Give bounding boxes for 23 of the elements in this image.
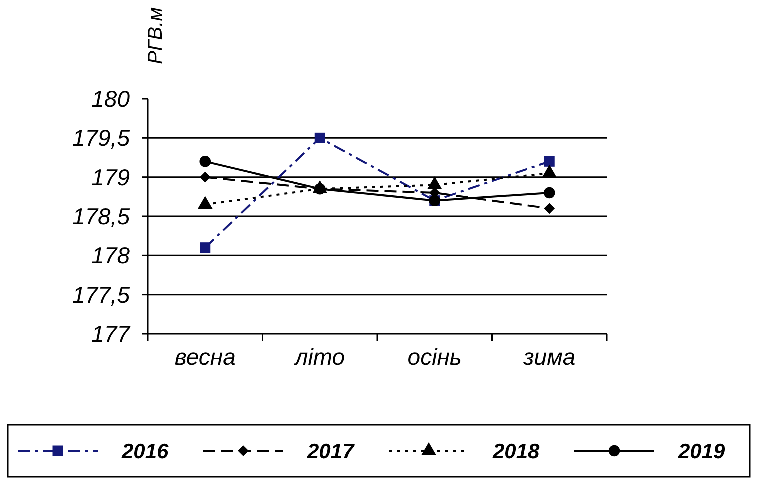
x-tick-label: весна [174,344,236,370]
legend-label: 2017 [306,440,356,464]
legend-label: 2016 [121,440,170,464]
point [200,156,212,168]
point [544,203,556,214]
point [200,242,211,254]
x-tick-label: осінь [408,344,462,370]
y-tick-label: 179,5 [72,125,130,152]
legend-label: 2018 [492,440,540,464]
y-tick-label: 178 [92,242,130,269]
y-axis-title: РГВ.м [145,7,167,64]
x-tick-label: літо [293,344,346,370]
y-tick-label: 177 [92,321,132,348]
y-tick-label: 179 [92,164,130,190]
legend-label: 2019 [678,440,726,464]
point [544,156,555,167]
y-tick-label: 178,5 [72,204,130,230]
point [544,187,556,199]
y-tick-label: 177,5 [72,282,130,308]
point [314,132,326,144]
y-tick-label: 180 [92,86,130,112]
x-tick-label: зима [522,344,576,370]
point [200,172,211,183]
